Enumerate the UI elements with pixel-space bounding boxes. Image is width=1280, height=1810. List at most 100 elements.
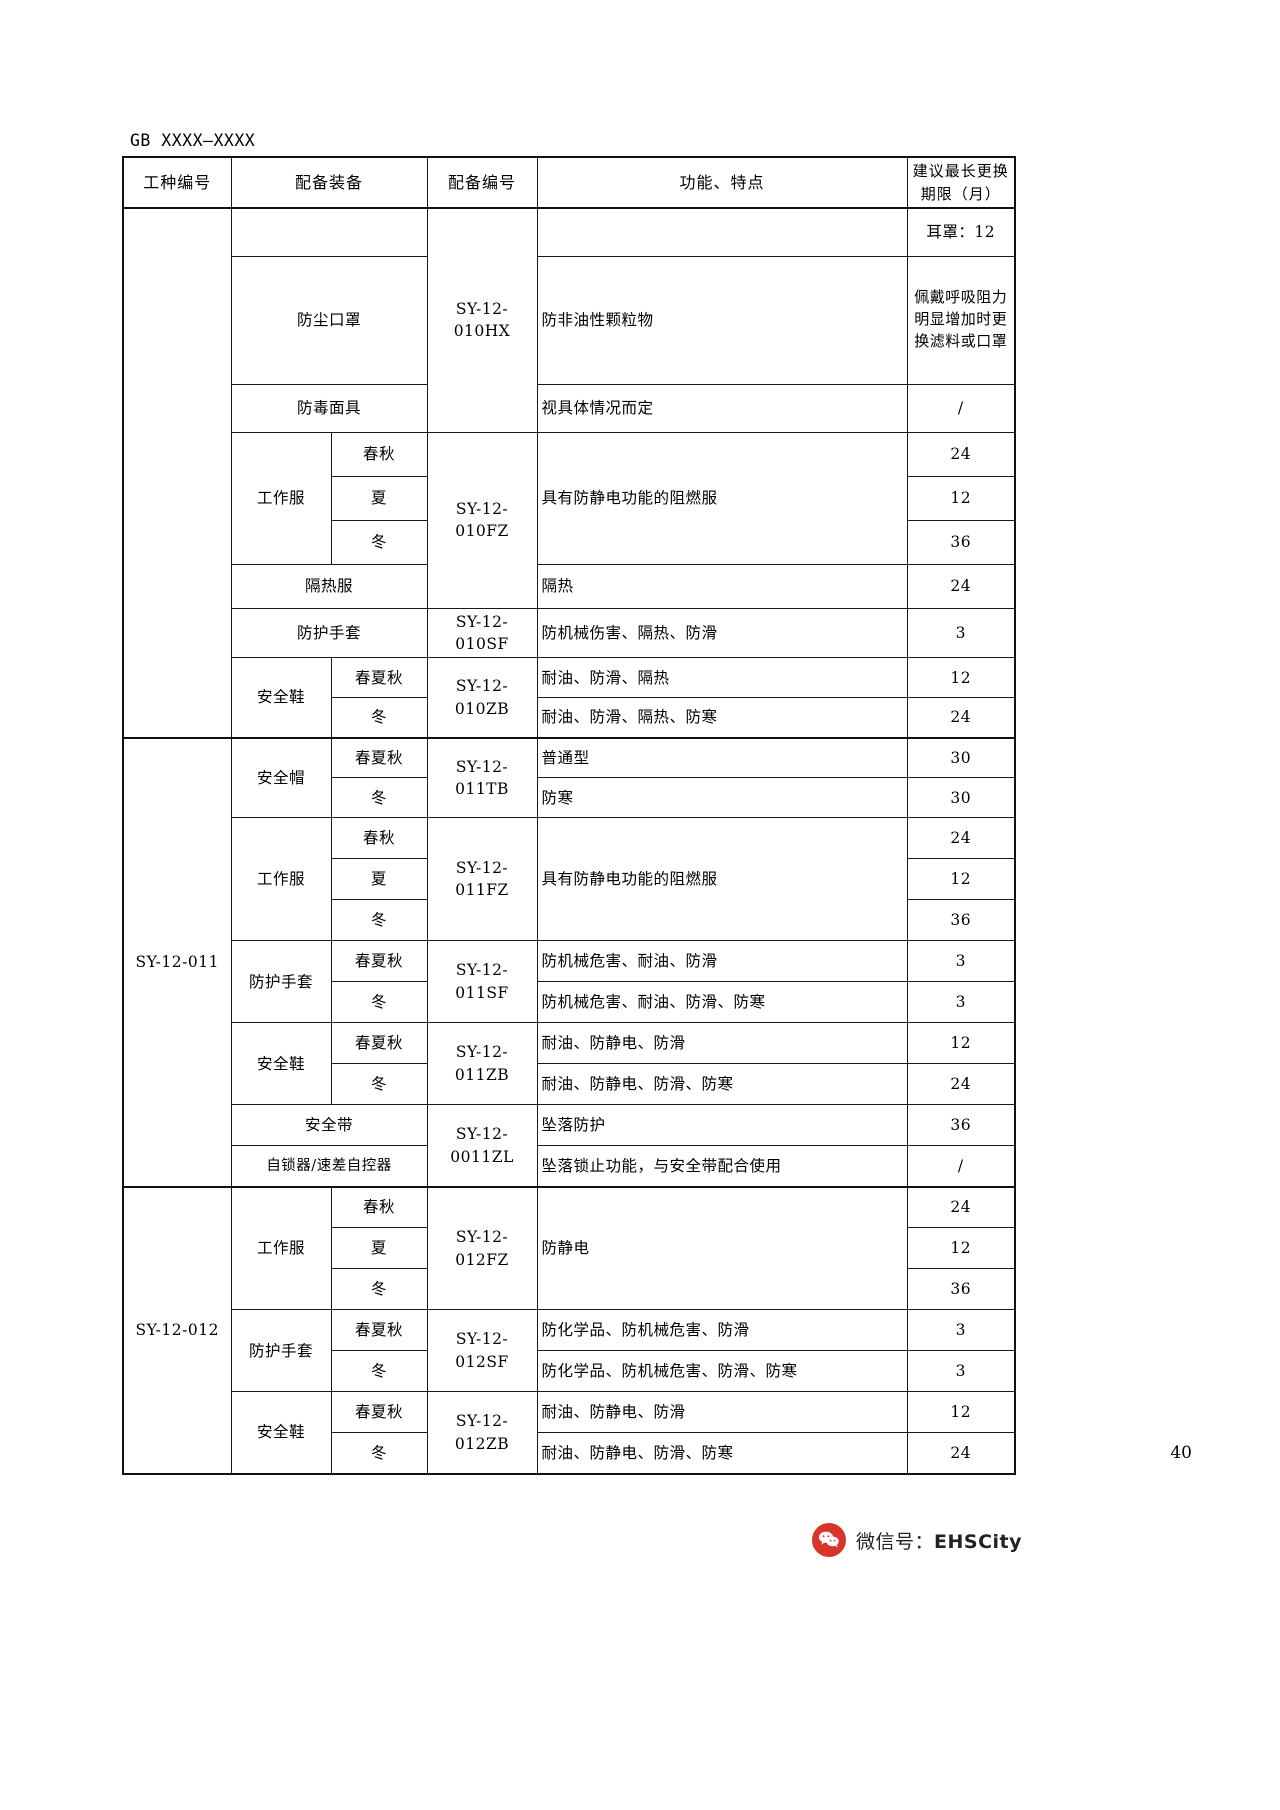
cell-season: 冬 xyxy=(330,1350,428,1393)
cell-season: 春夏秋 xyxy=(330,736,428,779)
cell-equipment-code: SY-12-012FZ xyxy=(426,1185,538,1311)
header-function: 功能、特点 xyxy=(536,156,908,209)
cell-season: 冬 xyxy=(330,697,428,739)
cell-equipment: 安全鞋 xyxy=(230,657,332,739)
ppe-allocation-table: 工种编号 配备装备 配备编号 功能、特点 建议最长更换期限（月） SY-12-0… xyxy=(122,156,1017,1475)
cell-equipment-code: SY-12-011SF xyxy=(426,940,538,1024)
cell-function: 防机械伤害、隔热、防滑 xyxy=(536,607,908,659)
cell-equipment: 工作服 xyxy=(230,431,332,565)
table-row: 安全鞋 春夏秋 SY-12-012ZB 耐油、防静电、防滑 12 xyxy=(123,1391,1016,1475)
cell-period: 24 xyxy=(906,1185,1016,1229)
watermark-brand: EHSCity xyxy=(934,1530,1023,1553)
cell-period: 12 xyxy=(906,1227,1016,1270)
cell-season: 冬 xyxy=(330,1432,428,1475)
cell-equipment: 安全帽 xyxy=(230,736,332,819)
table-row: 冬 防寒 30 xyxy=(123,777,1016,819)
table-row: 冬 耐油、防静电、防滑、防寒 24 xyxy=(123,1432,1016,1475)
cell-season: 夏 xyxy=(330,1227,428,1270)
cell-period: 36 xyxy=(906,1268,1016,1311)
cell-equipment: 防护手套 xyxy=(230,940,332,1024)
cell-season: 春秋 xyxy=(330,1185,428,1229)
cell-period: 12 xyxy=(906,1022,1016,1065)
cell-season: 春秋 xyxy=(330,817,428,860)
table-row: 安全带 SY-12-0011ZL 坠落防护 36 xyxy=(123,1104,1016,1188)
cell-equipment-code: SY-12-0011ZL xyxy=(426,1104,538,1188)
cell-equipment: 防毒面具 xyxy=(230,383,428,433)
cell-function: 防寒 xyxy=(536,777,908,819)
cell-function: 耐油、防滑、隔热 xyxy=(536,657,908,699)
cell-equipment-code: SY-12-010ZB xyxy=(426,657,538,739)
cell-season: 夏 xyxy=(330,858,428,901)
cell-period: 30 xyxy=(906,777,1016,819)
table-row: 夏 12 xyxy=(123,858,1016,901)
cell-period: 12 xyxy=(906,657,1016,699)
cell-function xyxy=(536,207,908,257)
cell-period: 24 xyxy=(906,697,1016,739)
cell-season: 冬 xyxy=(330,1063,428,1106)
cell-equipment: 防护手套 xyxy=(230,1309,332,1393)
table-row: SY-12-010HX 耳罩：12 xyxy=(122,207,1016,739)
cell-season: 冬 xyxy=(330,519,428,565)
cell-equipment-code: SY-12-012ZB xyxy=(426,1391,538,1475)
cell-equipment: 工作服 xyxy=(230,817,332,942)
cell-period: / xyxy=(906,383,1016,433)
cell-function: 坠落锁止功能，与安全带配合使用 xyxy=(536,1145,908,1188)
cell-function: 耐油、防静电、防滑 xyxy=(536,1391,908,1434)
cell-season: 夏 xyxy=(330,475,428,521)
cell-function: 防非油性颗粒物 xyxy=(536,255,908,385)
cell-season: 春夏秋 xyxy=(330,940,428,983)
cell-function: 防化学品、防机械危害、防滑 xyxy=(536,1309,908,1352)
table-row: 防尘口罩 防非油性颗粒物 佩戴呼吸阻力明显增加时更换滤料或口罩 xyxy=(123,255,1016,385)
page-number: 40 xyxy=(1170,1443,1192,1463)
header-equipment: 配备装备 xyxy=(230,156,428,209)
table-row: 防护手套 春夏秋 SY-12-011SF 防机械危害、耐油、防滑 3 xyxy=(123,940,1016,1024)
cell-season: 冬 xyxy=(330,899,428,942)
table-row: 夏 12 xyxy=(123,475,1016,521)
cell-season: 冬 xyxy=(330,1268,428,1311)
table-row: 冬 耐油、防滑、隔热、防寒 24 xyxy=(123,697,1016,739)
cell-function: 隔热 xyxy=(536,563,908,609)
cell-period: 3 xyxy=(906,940,1016,983)
cell-period: 3 xyxy=(906,981,1016,1024)
cell-period: 24 xyxy=(906,1432,1016,1475)
table-row: 自锁器/速差自控器 坠落锁止功能，与安全带配合使用 / xyxy=(123,1145,1016,1188)
cell-period: 3 xyxy=(906,607,1016,659)
cell-period: 12 xyxy=(906,858,1016,901)
cell-function: 坠落防护 xyxy=(536,1104,908,1147)
cell-period: 30 xyxy=(906,736,1016,779)
cell-function: 防机械危害、耐油、防滑 xyxy=(536,940,908,983)
cell-equipment-code: SY-12-011ZB xyxy=(426,1022,538,1106)
cell-function: 防化学品、防机械危害、防滑、防寒 xyxy=(536,1350,908,1393)
cell-period: 3 xyxy=(906,1350,1016,1393)
cell-function: 耐油、防静电、防滑、防寒 xyxy=(536,1063,908,1106)
cell-equipment-code: SY-12-012SF xyxy=(426,1309,538,1393)
cell-function: 耐油、防静电、防滑 xyxy=(536,1022,908,1065)
cell-season: 春夏秋 xyxy=(330,657,428,699)
cell-function: 耐油、防滑、隔热、防寒 xyxy=(536,697,908,739)
table-row: SY-12-012 工作服 春秋 SY-12-012FZ 防静电 24 xyxy=(122,1185,1016,1475)
table-row: 工作服 春秋 SY-12-010FZ 具有防静电功能的阻燃服 24 xyxy=(123,431,1016,609)
cell-equipment-code: SY-12-010FZ xyxy=(426,431,538,609)
table-row: 工作服 春秋 SY-12-011FZ 具有防静电功能的阻燃服 24 xyxy=(123,817,1016,942)
cell-equipment: 防尘口罩 xyxy=(230,255,428,385)
table-row: 防毒面具 视具体情况而定 / xyxy=(123,383,1016,433)
table-row: 安全鞋 春夏秋 SY-12-010ZB 耐油、防滑、隔热 12 xyxy=(123,657,1016,739)
cell-equipment: 工作服 xyxy=(230,1185,332,1311)
cell-function: 防机械危害、耐油、防滑、防寒 xyxy=(536,981,908,1024)
table-row: 冬 耐油、防静电、防滑、防寒 24 xyxy=(123,1063,1016,1106)
cell-period: 24 xyxy=(906,563,1016,609)
cell-function: 具有防静电功能的阻燃服 xyxy=(536,431,908,565)
cell-season: 春夏秋 xyxy=(330,1309,428,1352)
wechat-icon xyxy=(812,1523,846,1557)
header-job-code: 工种编号 xyxy=(122,156,232,209)
cell-equipment-code: SY-12-011FZ xyxy=(426,817,538,942)
cell-equipment-code: SY-12-010SF xyxy=(426,607,538,659)
cell-period: 36 xyxy=(906,519,1016,565)
cell-equipment: 安全带 xyxy=(230,1104,428,1147)
table-row: 隔热服 隔热 24 xyxy=(123,563,1016,609)
cell-season: 春夏秋 xyxy=(330,1391,428,1434)
table-row: 安全鞋 春夏秋 SY-12-011ZB 耐油、防静电、防滑 12 xyxy=(123,1022,1016,1106)
cell-period: 佩戴呼吸阻力明显增加时更换滤料或口罩 xyxy=(906,255,1016,385)
header-replacement-period: 建议最长更换期限（月） xyxy=(906,156,1016,209)
table-row: 防护手套 春夏秋 SY-12-012SF 防化学品、防机械危害、防滑 3 xyxy=(123,1309,1016,1393)
